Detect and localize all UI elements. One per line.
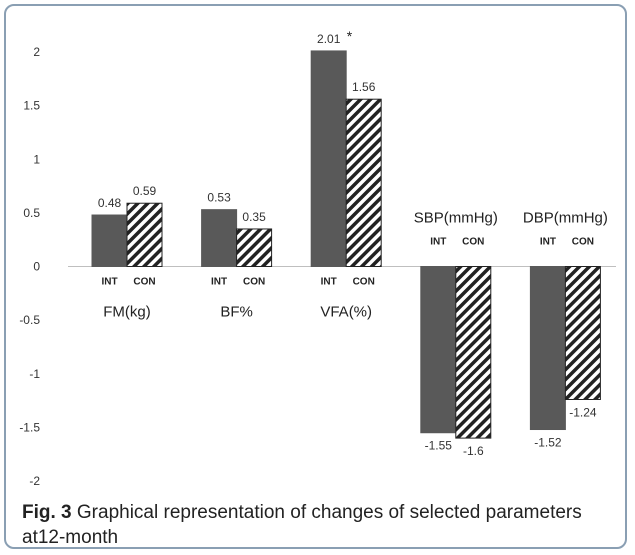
bar-int bbox=[91, 214, 128, 268]
series-tick-label: CON bbox=[462, 237, 484, 248]
bar-con bbox=[564, 266, 601, 400]
bar-int bbox=[420, 266, 457, 434]
y-tick-label: -0.5 bbox=[19, 313, 40, 327]
data-label: -1.52 bbox=[534, 436, 562, 450]
figure-caption: Fig. 3 Graphical representation of chang… bbox=[22, 500, 612, 548]
significance-annotation: * bbox=[347, 28, 353, 44]
data-label: -1.6 bbox=[463, 444, 484, 458]
bar-chart: -2 -1.5 -1 -0.5 0 0.5 1 1.5 2 0.48 INT 0.59 CON FM(k… bbox=[19, 28, 616, 488]
data-label: 0.59 bbox=[133, 184, 157, 198]
bar-int bbox=[310, 50, 347, 267]
bar-int bbox=[201, 209, 238, 267]
series-tick-label: INT bbox=[430, 237, 446, 248]
data-label: 0.48 bbox=[98, 196, 122, 210]
y-tick-label: 2 bbox=[33, 45, 40, 59]
series-tick-label: CON bbox=[353, 277, 375, 288]
data-label: 0.35 bbox=[242, 210, 266, 224]
y-tick-label: 1.5 bbox=[23, 99, 40, 113]
bar-con bbox=[455, 266, 492, 439]
y-tick-label: -2 bbox=[29, 474, 40, 488]
data-label: 1.56 bbox=[352, 80, 376, 94]
y-tick-label: -1.5 bbox=[19, 420, 40, 434]
y-tick-label: 0 bbox=[33, 260, 40, 274]
data-label: 0.53 bbox=[207, 191, 231, 205]
bar-int bbox=[529, 266, 566, 431]
caption-text: Graphical representation of changes of s… bbox=[22, 502, 582, 548]
figure-frame: -2 -1.5 -1 -0.5 0 0.5 1 1.5 2 0.48 INT 0.59 CON FM(k… bbox=[4, 4, 627, 549]
category-label: FM(kg) bbox=[103, 304, 151, 321]
bar-con bbox=[345, 98, 382, 267]
y-tick-label: 1 bbox=[33, 152, 40, 166]
bar-con bbox=[126, 202, 163, 268]
bar-con bbox=[236, 228, 273, 267]
y-tick-label: 0.5 bbox=[23, 206, 40, 220]
series-tick-label: CON bbox=[572, 237, 594, 248]
series-tick-label: INT bbox=[101, 277, 117, 288]
data-label: 2.01 bbox=[317, 32, 341, 46]
category-label: VFA(%) bbox=[320, 304, 372, 321]
series-tick-label: CON bbox=[243, 277, 265, 288]
data-label: -1.24 bbox=[569, 405, 597, 419]
figure-label: Fig. 3 bbox=[22, 502, 72, 523]
series-tick-label: INT bbox=[540, 237, 556, 248]
category-label: SBP(mmHg) bbox=[414, 210, 498, 227]
category-label: BF% bbox=[220, 304, 253, 321]
series-tick-label: INT bbox=[211, 277, 227, 288]
series-tick-label: INT bbox=[321, 277, 337, 288]
data-label: -1.55 bbox=[425, 439, 453, 453]
series-tick-label: CON bbox=[133, 277, 155, 288]
y-tick-label: -1 bbox=[29, 367, 40, 381]
category-label: DBP(mmHg) bbox=[523, 210, 608, 227]
